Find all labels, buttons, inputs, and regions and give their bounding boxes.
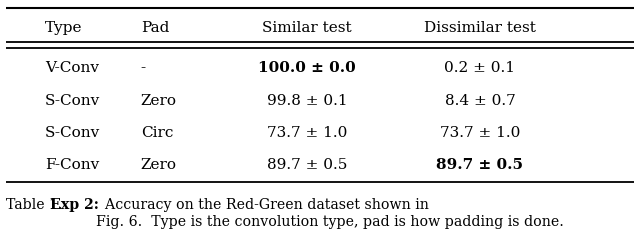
- Text: Pad: Pad: [141, 21, 169, 35]
- Text: Accuracy on the Red-Green dataset shown in
Fig. 6.  Type is the convolution type: Accuracy on the Red-Green dataset shown …: [96, 198, 564, 229]
- Text: Zero: Zero: [141, 158, 177, 172]
- Text: 89.7 ± 0.5: 89.7 ± 0.5: [267, 158, 348, 172]
- Text: S-Conv: S-Conv: [45, 126, 100, 140]
- Text: Circ: Circ: [141, 126, 173, 140]
- Text: V-Conv: V-Conv: [45, 61, 99, 75]
- Text: F-Conv: F-Conv: [45, 158, 99, 172]
- Text: Similar test: Similar test: [262, 21, 352, 35]
- Text: 0.2 ± 0.1: 0.2 ± 0.1: [445, 61, 515, 75]
- Text: Type: Type: [45, 21, 83, 35]
- Text: 100.0 ± 0.0: 100.0 ± 0.0: [259, 61, 356, 75]
- Text: Dissimilar test: Dissimilar test: [424, 21, 536, 35]
- Text: 99.8 ± 0.1: 99.8 ± 0.1: [267, 94, 348, 108]
- Text: -: -: [141, 61, 146, 75]
- Text: Table 1.: Table 1.: [6, 198, 68, 212]
- Text: Exp 2:: Exp 2:: [50, 198, 99, 212]
- Text: 73.7 ± 1.0: 73.7 ± 1.0: [440, 126, 520, 140]
- Text: Zero: Zero: [141, 94, 177, 108]
- Text: S-Conv: S-Conv: [45, 94, 100, 108]
- Text: 73.7 ± 1.0: 73.7 ± 1.0: [267, 126, 348, 140]
- Text: 8.4 ± 0.7: 8.4 ± 0.7: [445, 94, 515, 108]
- Text: 89.7 ± 0.5: 89.7 ± 0.5: [436, 158, 524, 172]
